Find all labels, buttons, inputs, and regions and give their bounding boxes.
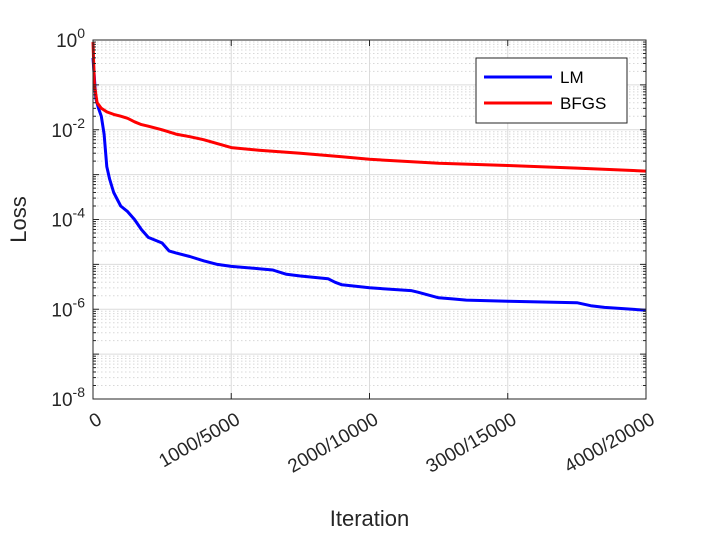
x-tick-label: 2000/10000 xyxy=(285,409,382,477)
axis-ticks xyxy=(92,39,647,400)
legend-label-lm: LM xyxy=(560,68,584,87)
series-layer xyxy=(91,42,647,312)
x-tick-label: 3000/15000 xyxy=(423,409,520,477)
series-lm-line xyxy=(91,57,647,312)
legend-label-bfgs: BFGS xyxy=(560,94,606,113)
legend-box xyxy=(475,57,628,124)
y-tick-label: 10-2 xyxy=(51,115,85,142)
y-tick-label: 100 xyxy=(56,25,85,52)
x-tick-label: 0 xyxy=(86,409,106,432)
y-axis-title: Loss xyxy=(6,196,31,242)
y-tick-labels: 100 10-2 10-4 10-6 10-8 xyxy=(51,25,85,411)
y-tick-label: 10-4 xyxy=(51,205,85,232)
y-tick-label: 10-6 xyxy=(51,294,85,321)
x-tick-label: 4000/20000 xyxy=(561,409,658,477)
x-axis-title: Iteration xyxy=(330,506,410,531)
y-tick-label: 10-8 xyxy=(51,384,85,411)
legend: LM BFGS xyxy=(475,57,628,124)
x-tick-label: 1000/5000 xyxy=(155,409,243,472)
series-bfgs-line xyxy=(91,42,647,173)
x-tick-labels: 0 1000/5000 2000/10000 3000/15000 4000/20000 xyxy=(86,409,659,477)
